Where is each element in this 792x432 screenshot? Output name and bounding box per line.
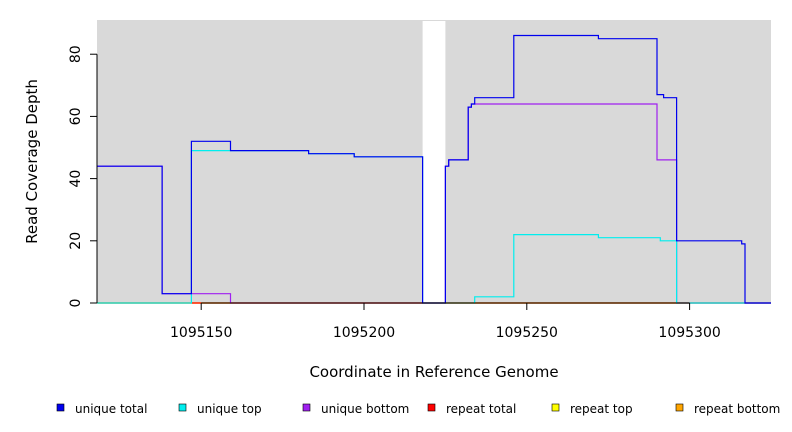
- y-tick-label: 0: [68, 299, 84, 308]
- coverage-gap: [422, 21, 446, 303]
- y-axis-title: Read Coverage Depth: [23, 79, 41, 244]
- legend-label: repeat total: [446, 402, 516, 416]
- y-tick-label: 40: [68, 170, 84, 188]
- legend-label: repeat bottom: [694, 402, 780, 416]
- y-tick-label: 20: [68, 232, 84, 250]
- x-axis: 1095150 1095200 1095250 1095300: [170, 302, 721, 341]
- legend-swatch: [551, 403, 560, 412]
- legend-swatch: [675, 403, 684, 412]
- series-line-unique-total: [97, 34, 771, 304]
- x-tick-label: 1095200: [333, 325, 395, 341]
- y-axis: 0 20 40 60 80: [68, 45, 98, 308]
- legend-label: repeat top: [570, 402, 633, 416]
- legend-swatch: [178, 403, 187, 412]
- legend-label: unique total: [75, 402, 147, 416]
- legend-swatch: [427, 403, 436, 412]
- y-tick-label: 60: [68, 107, 84, 125]
- x-axis-title: Coordinate in Reference Genome: [309, 363, 558, 381]
- legend-label: unique top: [197, 402, 262, 416]
- legend-swatch: [56, 403, 65, 412]
- y-tick-label: 80: [68, 45, 84, 63]
- legend: unique total unique top unique bottom repea…: [56, 402, 780, 416]
- x-tick-label: 1095150: [170, 325, 232, 341]
- x-tick-label: 1095250: [496, 325, 558, 341]
- legend-swatch: [302, 403, 311, 412]
- legend-label: unique bottom: [321, 402, 409, 416]
- x-tick-label: 1095300: [658, 325, 720, 341]
